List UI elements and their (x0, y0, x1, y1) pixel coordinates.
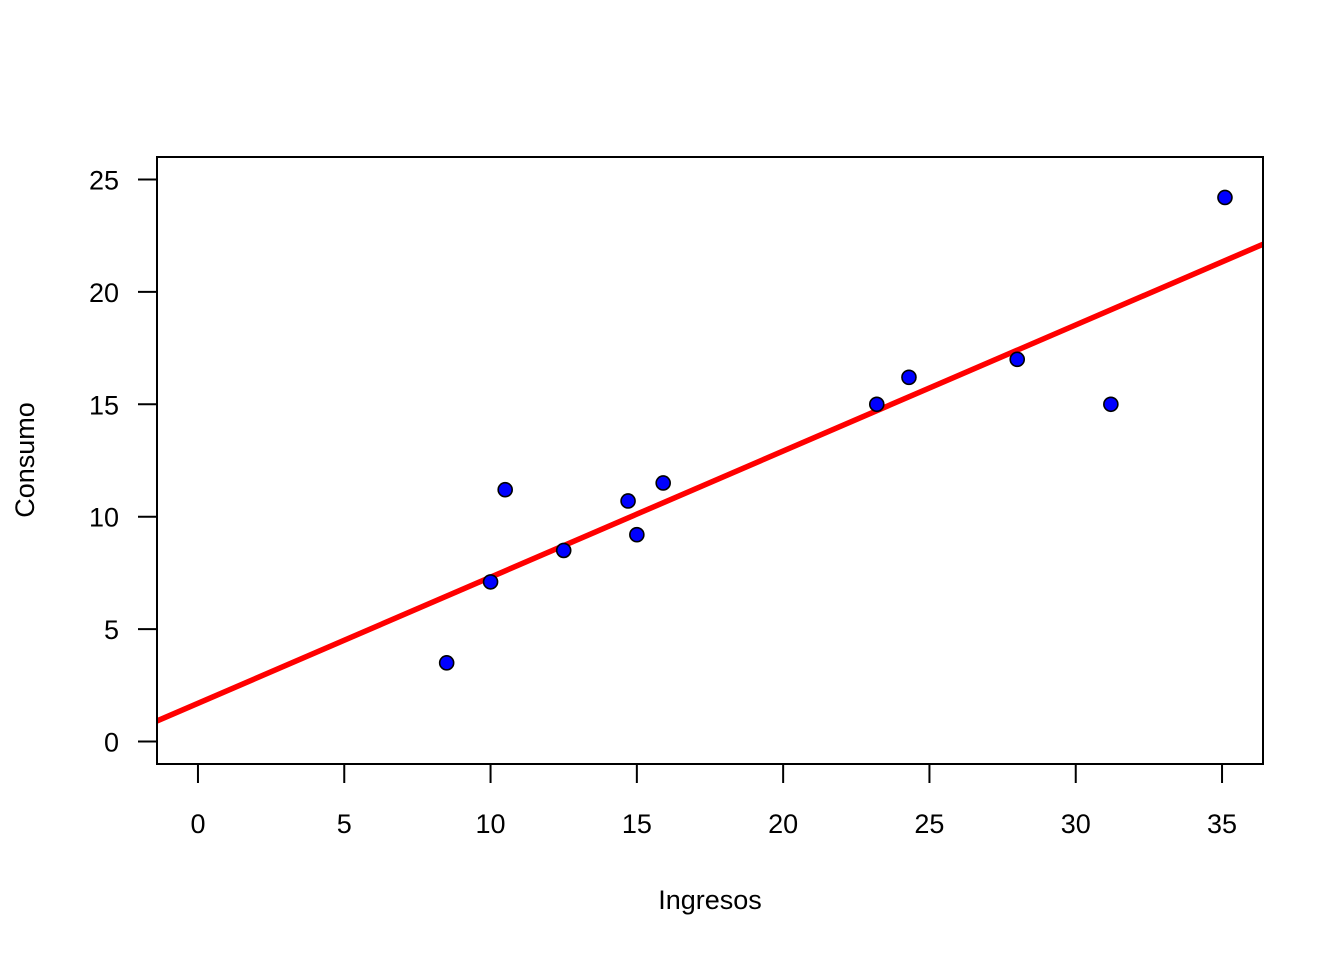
y-tick-label: 25 (89, 165, 119, 195)
y-tick-label: 5 (104, 615, 119, 645)
y-tick-label: 15 (89, 390, 119, 420)
data-point (655, 475, 671, 491)
y-tick-label: 10 (89, 503, 119, 533)
x-tick-label: 20 (768, 809, 798, 839)
x-axis-title: Ingresos (658, 885, 762, 915)
plot-frame (156, 156, 1264, 765)
data-point (868, 396, 885, 413)
x-tick-label: 30 (1061, 809, 1091, 839)
x-tick-label: 10 (476, 809, 506, 839)
regression-line-layer (155, 241, 1265, 724)
y-axis: 0 5 10 15 20 25 (89, 165, 158, 758)
data-point (497, 481, 513, 498)
x-tick-label: 25 (914, 809, 944, 839)
data-point (620, 493, 636, 509)
data-point (629, 526, 645, 543)
data-point (555, 542, 572, 559)
x-tick-label: 5 (337, 809, 352, 839)
x-tick-label: 35 (1207, 809, 1237, 839)
data-point (438, 655, 455, 671)
data-point (1009, 351, 1026, 368)
x-tick-label: 15 (622, 809, 652, 839)
y-axis-title: Consumo (10, 402, 40, 518)
x-axis: 0 5 10 15 20 25 30 35 (190, 763, 1237, 839)
data-point (1103, 396, 1119, 413)
data-point (901, 369, 917, 386)
x-tick-label: 0 (190, 809, 205, 839)
y-tick-label: 20 (89, 278, 119, 308)
data-points-layer (438, 189, 1233, 671)
y-tick-label: 0 (104, 728, 119, 758)
data-point (482, 574, 499, 590)
regression-line (155, 241, 1265, 724)
data-point (1217, 189, 1233, 206)
